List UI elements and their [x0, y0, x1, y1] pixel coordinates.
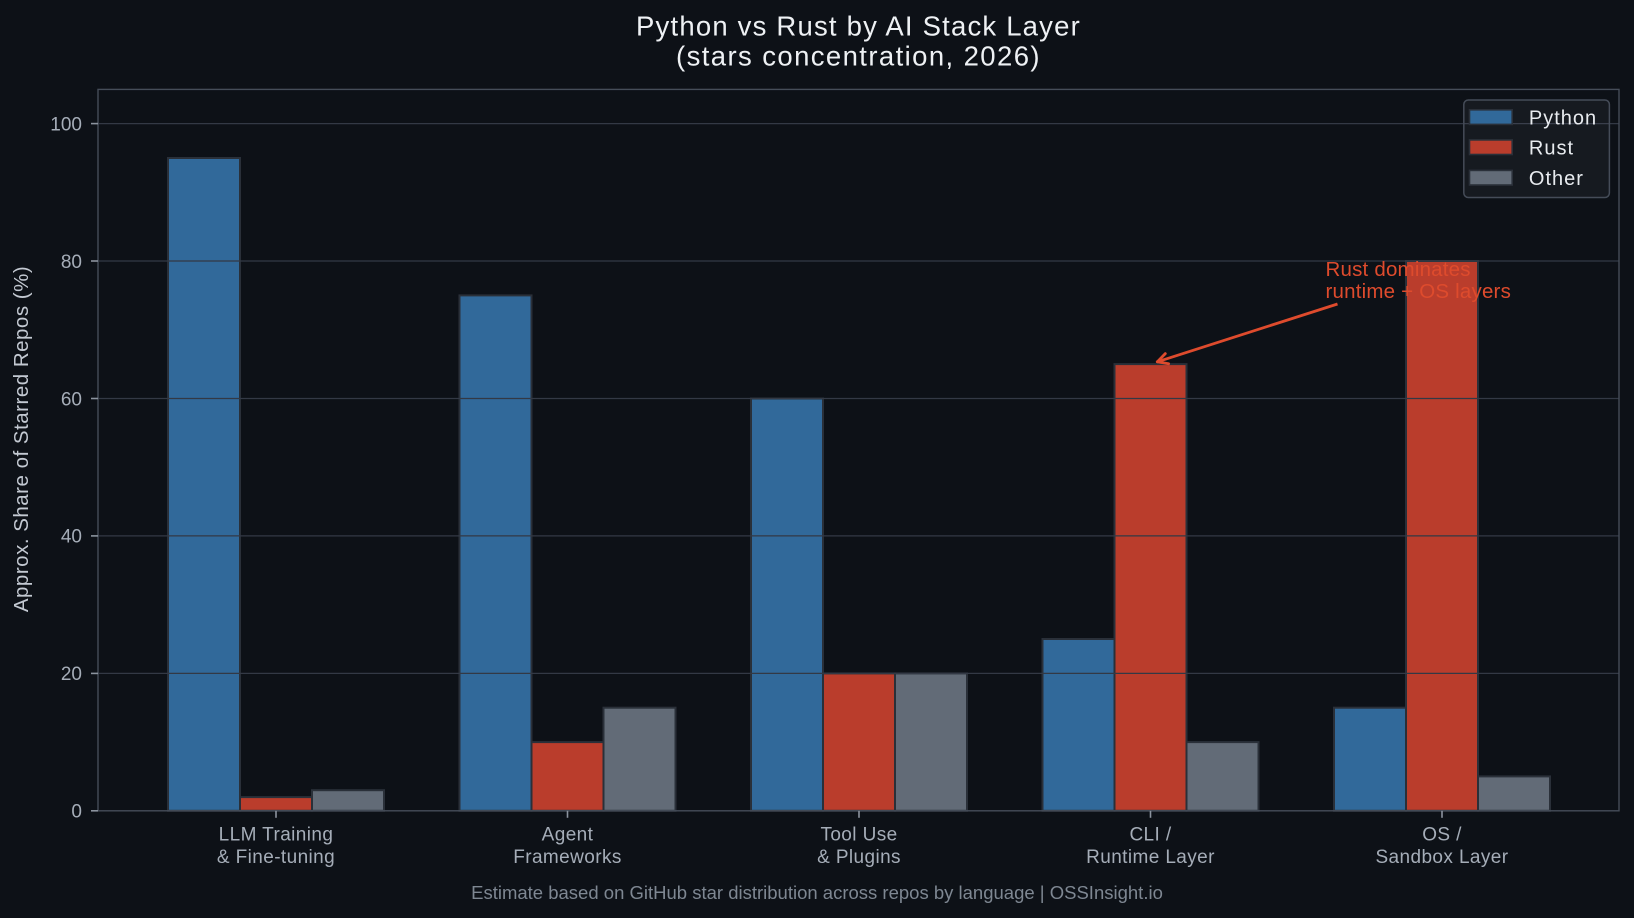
svg-text:Python: Python	[1529, 107, 1597, 129]
svg-text:runtime + OS layers: runtime + OS layers	[1326, 280, 1512, 303]
svg-text:CLI /: CLI /	[1129, 825, 1171, 846]
svg-text:Runtime Layer: Runtime Layer	[1086, 847, 1215, 868]
svg-text:60: 60	[61, 389, 82, 410]
svg-text:Python vs Rust by AI Stack Lay: Python vs Rust by AI Stack Layer	[636, 11, 1081, 42]
svg-text:80: 80	[61, 252, 82, 273]
svg-text:& Plugins: & Plugins	[817, 847, 901, 868]
svg-text:Approx. Share of Starred Repos: Approx. Share of Starred Repos (%)	[10, 266, 33, 612]
svg-text:& Fine-tuning: & Fine-tuning	[217, 847, 335, 868]
svg-text:Sandbox Layer: Sandbox Layer	[1375, 847, 1508, 868]
svg-text:Tool Use: Tool Use	[820, 825, 897, 846]
svg-text:Other: Other	[1529, 168, 1584, 190]
svg-text:Estimate based on GitHub star: Estimate based on GitHub star distributi…	[471, 882, 1163, 903]
svg-text:Rust: Rust	[1529, 138, 1574, 160]
svg-text:OS /: OS /	[1422, 825, 1462, 846]
svg-text:Agent: Agent	[542, 825, 594, 846]
svg-text:40: 40	[61, 527, 82, 548]
svg-text:0: 0	[71, 802, 82, 823]
svg-text:20: 20	[61, 664, 82, 685]
svg-text:LLM Training: LLM Training	[219, 825, 334, 846]
svg-text:Rust dominates: Rust dominates	[1326, 258, 1471, 281]
svg-text:100: 100	[50, 114, 82, 135]
svg-text:Frameworks: Frameworks	[513, 847, 622, 868]
svg-text:(stars concentration, 2026): (stars concentration, 2026)	[676, 41, 1041, 72]
